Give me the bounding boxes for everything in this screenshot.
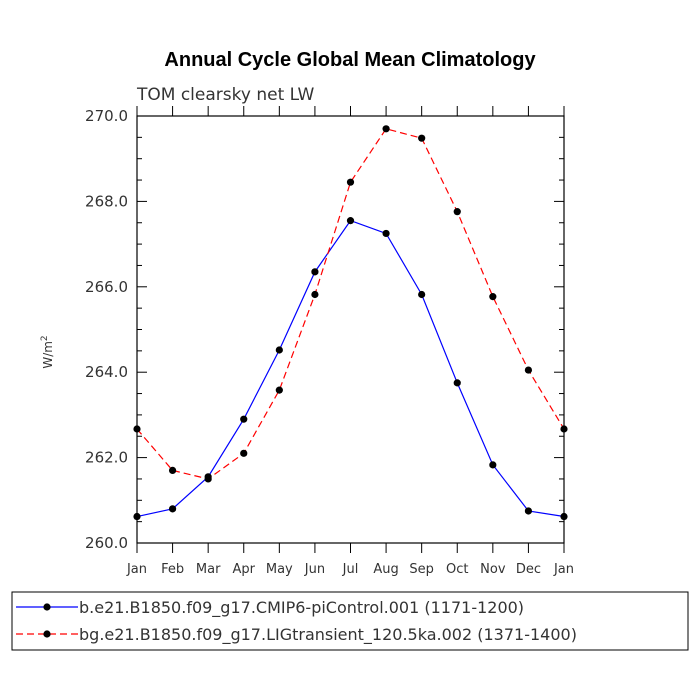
data-point bbox=[489, 461, 497, 469]
data-point bbox=[489, 293, 497, 301]
legend-marker bbox=[43, 630, 51, 638]
legend-marker bbox=[43, 603, 51, 611]
data-point bbox=[311, 268, 319, 276]
x-tick-label: Jan bbox=[126, 562, 147, 577]
data-point bbox=[418, 134, 426, 142]
data-point bbox=[382, 125, 390, 133]
legend: b.e21.B1850.f09_g17.CMIP6-piControl.001 … bbox=[11, 591, 689, 651]
x-tick-label: Mar bbox=[196, 562, 221, 577]
data-point bbox=[524, 507, 533, 515]
data-point bbox=[133, 425, 141, 433]
data-point bbox=[560, 425, 568, 433]
x-tick-label: Aug bbox=[373, 562, 398, 577]
y-tick-label: 264.0 bbox=[85, 363, 128, 381]
legend-label: b.e21.B1850.f09_g17.CMIP6-piControl.001 … bbox=[79, 598, 524, 618]
x-tick-label: Jan bbox=[553, 562, 574, 577]
chart-subtitle: TOM clearsky net LW bbox=[136, 85, 315, 105]
series-line-1 bbox=[136, 219, 565, 518]
x-tick-label: Jun bbox=[304, 562, 325, 577]
x-tick-label: Apr bbox=[233, 562, 256, 577]
chart-title: Annual Cycle Global Mean Climatology bbox=[164, 49, 536, 71]
data-point bbox=[204, 475, 212, 483]
legend-label: bg.e21.B1850.f09_g17.LIGtransient_120.5k… bbox=[79, 625, 577, 645]
data-point bbox=[382, 229, 390, 238]
data-point bbox=[275, 346, 283, 354]
y-tick-label: 268.0 bbox=[85, 192, 128, 210]
series-group bbox=[133, 125, 568, 521]
data-point bbox=[240, 449, 248, 457]
data-point bbox=[453, 208, 461, 216]
data-point bbox=[524, 366, 533, 374]
y-tick-label: 266.0 bbox=[85, 278, 128, 296]
data-point bbox=[453, 379, 461, 387]
x-tick-label: Oct bbox=[446, 562, 468, 577]
y-tick-label: 262.0 bbox=[85, 449, 128, 467]
x-tick-label: Dec bbox=[516, 562, 541, 577]
data-point bbox=[346, 217, 355, 225]
x-tick-label: Jul bbox=[342, 562, 359, 577]
data-point bbox=[168, 466, 177, 475]
data-point bbox=[418, 290, 426, 299]
x-tick-label: Sep bbox=[409, 562, 434, 577]
legend-box bbox=[11, 591, 689, 651]
data-point bbox=[240, 415, 248, 423]
x-tick-label: Feb bbox=[161, 562, 184, 577]
data-point bbox=[346, 178, 355, 186]
data-point bbox=[275, 386, 283, 394]
x-tick-label: May bbox=[266, 562, 293, 577]
y-axis-label: W/m2 bbox=[40, 335, 55, 368]
x-tick-label: Nov bbox=[480, 562, 506, 577]
data-point bbox=[168, 505, 177, 513]
data-point bbox=[560, 512, 568, 521]
y-tick-label: 260.0 bbox=[85, 534, 128, 552]
data-point bbox=[133, 512, 141, 521]
data-point bbox=[311, 290, 319, 299]
y-tick-label: 270.0 bbox=[85, 107, 128, 125]
axes: 260.0 262.0 264.0 266.0 268.0 270.0 Jan Feb Mar A… bbox=[85, 106, 574, 577]
